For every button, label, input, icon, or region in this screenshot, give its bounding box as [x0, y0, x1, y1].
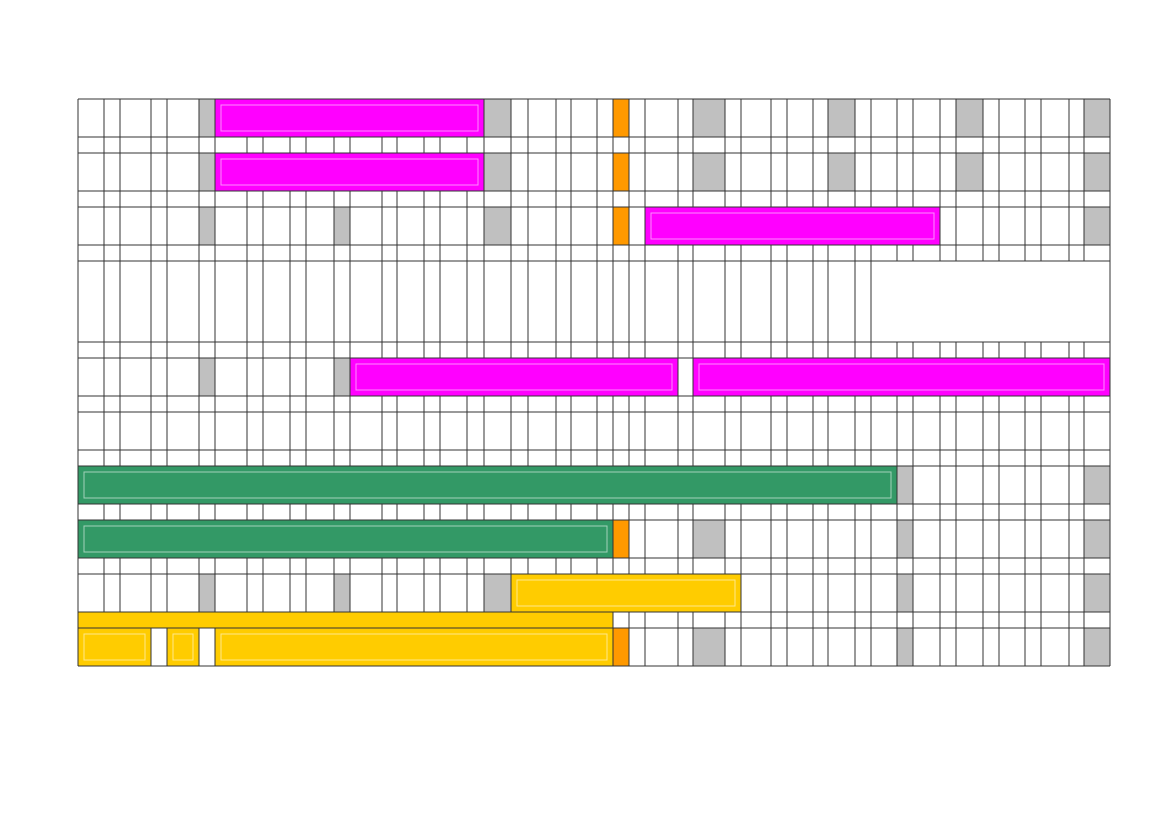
gray-cell [956, 99, 983, 137]
orange-cell [613, 520, 629, 558]
gray-cell [1084, 207, 1110, 245]
gray-cell [956, 153, 983, 191]
gray-cell [1084, 153, 1110, 191]
bar-inner-outline [650, 212, 935, 240]
gray-cell [897, 466, 913, 504]
orange-cell [613, 628, 629, 666]
gray-cell [897, 628, 913, 666]
gray-cell [484, 153, 511, 191]
bar-inner-outline [83, 633, 146, 661]
gray-cell [199, 358, 215, 396]
bar-inner-outline [355, 363, 673, 391]
gray-cell [199, 207, 215, 245]
gray-cell [1084, 574, 1110, 612]
gray-cell [828, 153, 855, 191]
gray-cell [1084, 99, 1110, 137]
gray-cell [897, 574, 913, 612]
gray-cell [199, 574, 215, 612]
bar-inner-outline [172, 633, 194, 661]
bar-inner-outline [220, 633, 608, 661]
gray-cell [693, 520, 725, 558]
gray-cell [1084, 520, 1110, 558]
orange-cell [613, 153, 629, 191]
gray-cell [693, 99, 725, 137]
gray-cell [1084, 466, 1110, 504]
bar-inner-outline [83, 471, 892, 499]
gray-cell [334, 358, 350, 396]
gray-cell [484, 574, 511, 612]
orange-cell [613, 207, 629, 245]
gray-cell [693, 628, 725, 666]
bar-inner-outline [220, 158, 479, 186]
gray-cell [199, 99, 215, 137]
bar-inner-outline [698, 363, 1105, 391]
gray-cell [1084, 628, 1110, 666]
gray-cell [199, 153, 215, 191]
gray-cell [484, 207, 511, 245]
bar-inner-outline [83, 525, 608, 553]
bar-inner-outline [516, 579, 736, 607]
orange-cell [613, 99, 629, 137]
gray-cell [828, 99, 855, 137]
gray-cell [693, 153, 725, 191]
gray-cell [334, 207, 350, 245]
bar-inner-outline [220, 104, 479, 132]
bar-yellow [78, 612, 613, 628]
gray-cell [334, 574, 350, 612]
gray-cell [484, 99, 511, 137]
gray-cell [897, 520, 913, 558]
